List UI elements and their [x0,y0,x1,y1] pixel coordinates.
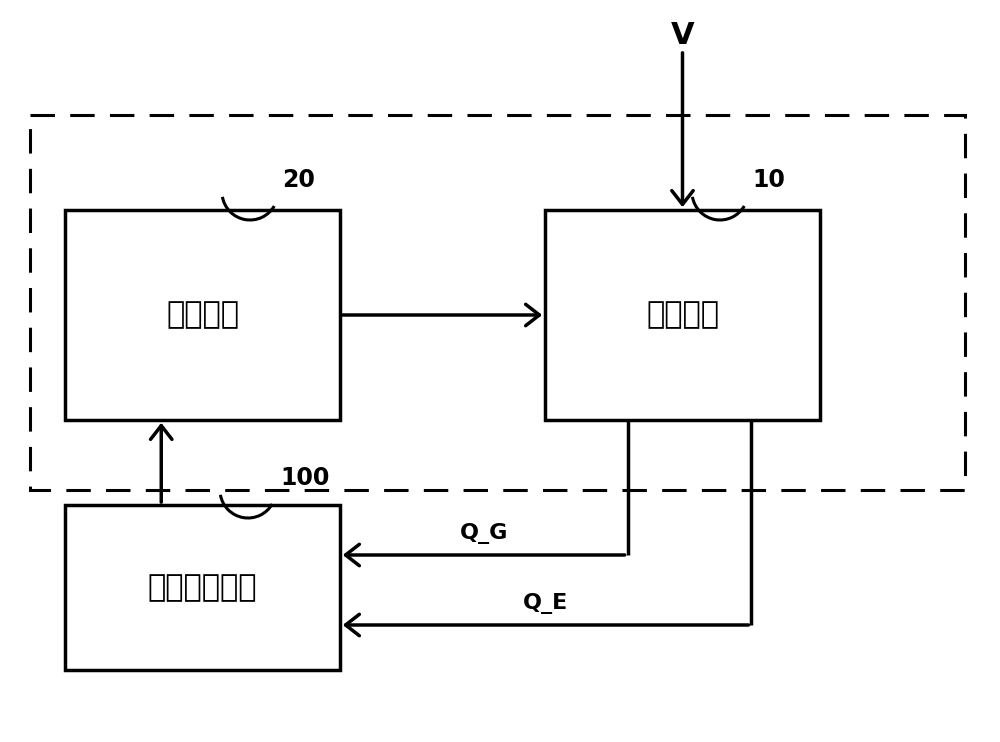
Text: 主控电路: 主控电路 [166,301,239,329]
Text: Q_G: Q_G [460,522,508,543]
Text: 隔离电路: 隔离电路 [646,301,719,329]
Bar [30,115,965,490]
Bar [545,210,820,420]
Bar [65,210,340,420]
Bar [65,505,340,670]
Text: 20: 20 [282,168,315,192]
Text: V: V [671,21,694,50]
Text: 100: 100 [280,466,329,490]
Text: 10: 10 [752,168,785,192]
Text: 马克思发生器: 马克思发生器 [148,573,257,602]
Text: Q_E: Q_E [523,593,568,614]
